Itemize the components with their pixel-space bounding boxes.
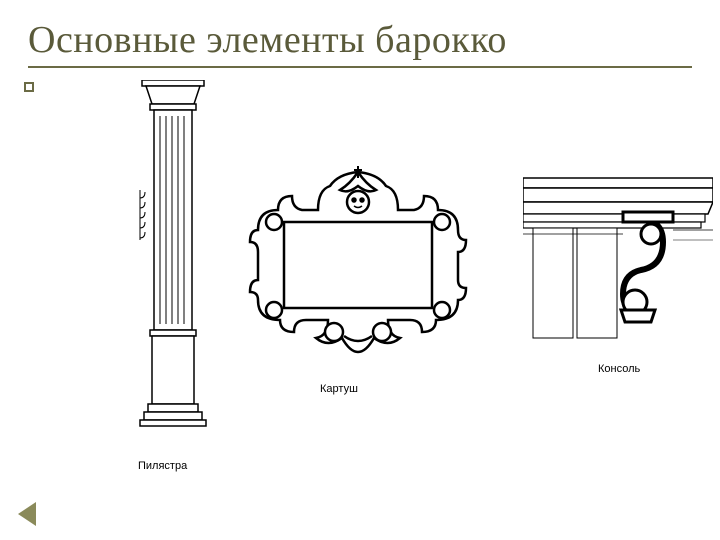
figures-area: Пилястра — [28, 80, 692, 480]
pilaster-figure — [138, 80, 208, 450]
prev-arrow-icon[interactable] — [18, 502, 36, 526]
pilaster-icon — [138, 80, 208, 450]
cartouche-figure — [238, 160, 478, 360]
console-caption: Консоль — [598, 363, 640, 375]
slide-container: Основные элементы барокко — [0, 0, 720, 540]
pilaster-caption: Пилястра — [138, 460, 187, 472]
console-figure — [523, 170, 713, 340]
title-underline — [28, 66, 692, 68]
slide-title: Основные элементы барокко — [28, 18, 692, 62]
console-icon — [523, 170, 713, 340]
cartouche-icon — [238, 160, 478, 360]
cartouche-caption: Картуш — [320, 383, 358, 395]
